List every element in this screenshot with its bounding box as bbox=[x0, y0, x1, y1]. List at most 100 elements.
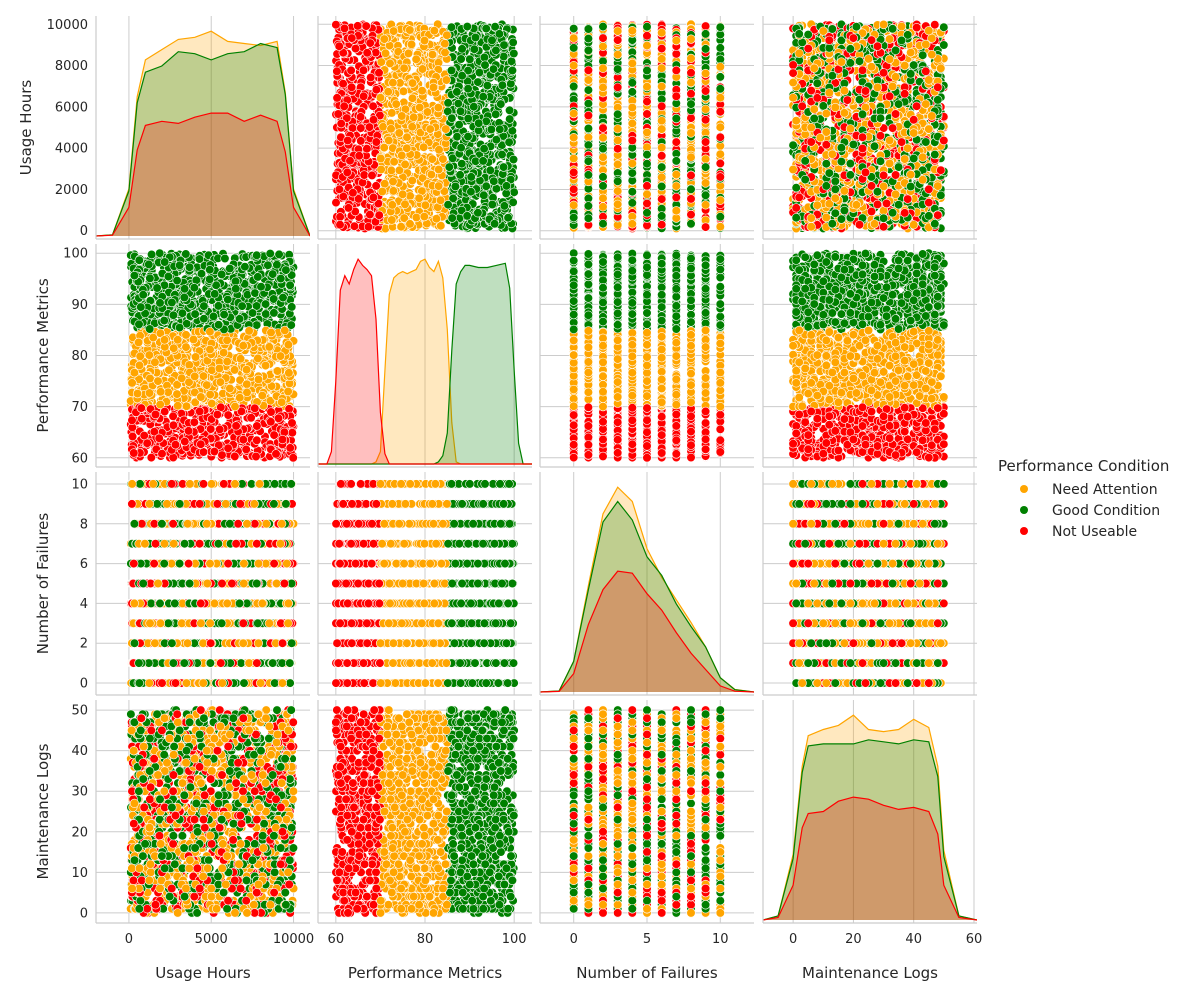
point-need-attention bbox=[389, 157, 399, 167]
point-good-condition bbox=[499, 162, 509, 172]
point-need-attention bbox=[598, 152, 608, 162]
point-good-condition bbox=[448, 153, 458, 163]
point-need-attention bbox=[598, 133, 608, 143]
point-need-attention bbox=[569, 153, 579, 164]
point-need-attention bbox=[400, 159, 410, 169]
point-need-attention bbox=[627, 158, 637, 169]
point-not-useable bbox=[338, 79, 348, 89]
point-need-attention bbox=[700, 178, 711, 188]
point-good-condition bbox=[686, 219, 696, 229]
point-need-attention bbox=[411, 212, 422, 223]
point-need-attention bbox=[417, 86, 427, 96]
point-good-condition bbox=[456, 54, 466, 64]
point-good-condition bbox=[627, 198, 637, 208]
point-need-attention bbox=[387, 200, 397, 210]
point-not-useable bbox=[339, 23, 350, 33]
point-not-useable bbox=[336, 118, 346, 129]
point-not-useable bbox=[686, 170, 696, 180]
point-need-attention bbox=[402, 132, 412, 142]
point-good-condition bbox=[504, 137, 514, 147]
point-not-useable bbox=[700, 137, 711, 147]
point-not-useable bbox=[334, 41, 344, 51]
point-good-condition bbox=[490, 22, 500, 32]
point-need-attention bbox=[419, 142, 429, 152]
point-not-useable bbox=[332, 93, 342, 103]
point-need-attention bbox=[598, 193, 608, 203]
point-need-attention bbox=[434, 164, 444, 175]
point-good-condition bbox=[479, 144, 489, 154]
point-not-useable bbox=[715, 172, 725, 182]
point-need-attention bbox=[396, 222, 406, 232]
point-not-useable bbox=[348, 188, 358, 198]
point-need-attention bbox=[419, 35, 430, 46]
point-need-attention bbox=[627, 118, 637, 128]
point-good-condition bbox=[452, 87, 462, 97]
point-good-condition bbox=[715, 43, 725, 53]
point-not-useable bbox=[642, 181, 652, 191]
point-not-useable bbox=[338, 191, 348, 201]
kde-curves bbox=[96, 30, 310, 237]
point-not-useable bbox=[335, 212, 345, 222]
point-good-condition bbox=[454, 120, 464, 130]
point-need-attention bbox=[442, 30, 452, 40]
point-not-useable bbox=[671, 65, 681, 75]
point-good-condition bbox=[443, 200, 453, 210]
point-need-attention bbox=[388, 186, 399, 196]
point-good-condition bbox=[583, 123, 594, 134]
point-need-attention bbox=[405, 25, 415, 35]
point-need-attention bbox=[613, 199, 623, 209]
point-need-attention bbox=[398, 189, 408, 199]
point-need-attention bbox=[613, 159, 623, 169]
point-not-useable bbox=[642, 31, 652, 41]
point-not-useable bbox=[715, 132, 725, 142]
point-not-useable bbox=[351, 43, 361, 54]
point-not-useable bbox=[345, 156, 355, 166]
point-not-useable bbox=[671, 49, 681, 59]
point-not-useable bbox=[374, 210, 384, 220]
point-need-attention bbox=[422, 107, 433, 117]
point-not-useable bbox=[342, 113, 352, 123]
point-good-condition bbox=[481, 116, 491, 126]
point-good-condition bbox=[478, 156, 488, 166]
point-need-attention bbox=[657, 172, 667, 182]
kde-fill-not-useable bbox=[96, 113, 310, 236]
point-good-condition bbox=[491, 135, 501, 145]
point-good-condition bbox=[507, 65, 518, 76]
point-good-condition bbox=[450, 181, 461, 192]
point-good-condition bbox=[499, 40, 509, 50]
point-good-condition bbox=[463, 132, 473, 142]
point-need-attention bbox=[436, 221, 446, 231]
point-not-useable bbox=[373, 198, 383, 209]
point-need-attention bbox=[441, 124, 451, 134]
point-need-attention bbox=[376, 164, 386, 175]
point-not-useable bbox=[686, 194, 696, 204]
point-not-useable bbox=[368, 115, 379, 125]
point-need-attention bbox=[434, 145, 444, 155]
point-good-condition bbox=[598, 172, 608, 182]
point-good-condition bbox=[473, 77, 483, 87]
panel-usage-hours-vs-maintenance-logs bbox=[762, 16, 977, 240]
kde-line-not-useable bbox=[96, 112, 310, 237]
point-good-condition bbox=[583, 45, 594, 56]
point-need-attention bbox=[598, 41, 608, 52]
point-need-attention bbox=[715, 122, 725, 132]
kde-fill-need-attention bbox=[96, 31, 310, 237]
point-need-attention bbox=[400, 199, 410, 209]
point-need-attention bbox=[613, 49, 623, 60]
point-not-useable bbox=[358, 65, 369, 75]
point-good-condition bbox=[583, 156, 594, 166]
point-good-condition bbox=[457, 159, 467, 169]
point-not-useable bbox=[657, 220, 667, 230]
point-good-condition bbox=[657, 181, 667, 192]
point-good-condition bbox=[583, 170, 594, 180]
point-good-condition bbox=[506, 79, 516, 89]
kde-line-good-condition bbox=[96, 42, 310, 237]
point-good-condition bbox=[495, 124, 505, 134]
point-not-useable bbox=[356, 112, 366, 122]
point-not-useable bbox=[686, 68, 696, 78]
point-good-condition bbox=[474, 118, 484, 128]
point-good-condition bbox=[456, 106, 466, 116]
point-need-attention bbox=[642, 82, 652, 92]
point-good-condition bbox=[613, 176, 623, 186]
point-good-condition bbox=[508, 37, 518, 48]
